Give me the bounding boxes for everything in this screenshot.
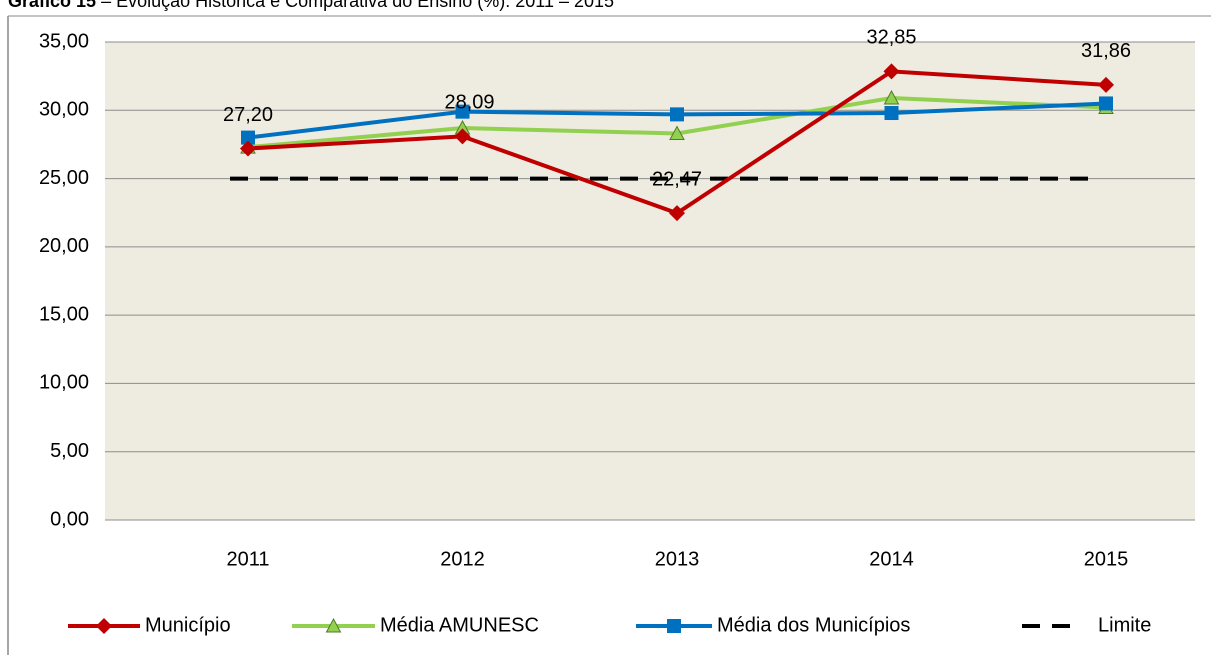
marker <box>240 140 256 157</box>
y-tick-label: 20,00 <box>39 235 89 257</box>
marker <box>883 63 900 80</box>
marker <box>669 125 685 141</box>
x-tick-label: 2014 <box>869 548 914 570</box>
plot-area <box>105 42 1195 520</box>
marker <box>1098 76 1114 93</box>
y-tick-label: 5,00 <box>50 440 89 462</box>
title-label: Gráfico 15 <box>8 0 96 11</box>
data-label: 28,09 <box>444 92 494 114</box>
marker <box>241 130 255 145</box>
marker <box>325 617 342 633</box>
marker <box>669 205 685 222</box>
x-tick-label: 2015 <box>1084 548 1129 570</box>
legend-label: Média dos Municípios <box>717 614 910 636</box>
legend-label: Média AMUNESC <box>380 614 539 636</box>
y-tick-label: 25,00 <box>39 167 89 189</box>
marker <box>883 89 900 105</box>
marker <box>670 107 684 122</box>
y-tick-label: 15,00 <box>39 303 89 325</box>
data-label: 32,85 <box>866 27 916 49</box>
marker <box>1099 96 1113 111</box>
marker <box>667 619 681 633</box>
data-label: 27,20 <box>223 104 273 126</box>
legend-label: Limite <box>1098 614 1151 636</box>
marker <box>96 618 112 634</box>
y-tick-label: 10,00 <box>39 372 89 394</box>
legend-label: Município <box>145 614 231 636</box>
x-tick-label: 2012 <box>440 548 485 570</box>
y-tick-label: 35,00 <box>39 30 89 52</box>
y-tick-label: 0,00 <box>50 508 89 530</box>
marker <box>454 128 471 145</box>
x-tick-label: 2013 <box>655 548 700 570</box>
marker <box>884 106 899 121</box>
chart-title: Gráfico 15 – Evolução Histórica e Compar… <box>8 0 614 11</box>
data-label: 31,86 <box>1081 40 1131 62</box>
title-text: – Evolução Histórica e Comparativa do En… <box>101 0 614 11</box>
marker <box>455 104 470 119</box>
y-tick-label: 30,00 <box>39 99 89 121</box>
data-label: 22,47 <box>652 168 702 190</box>
x-tick-label: 2011 <box>226 548 269 570</box>
